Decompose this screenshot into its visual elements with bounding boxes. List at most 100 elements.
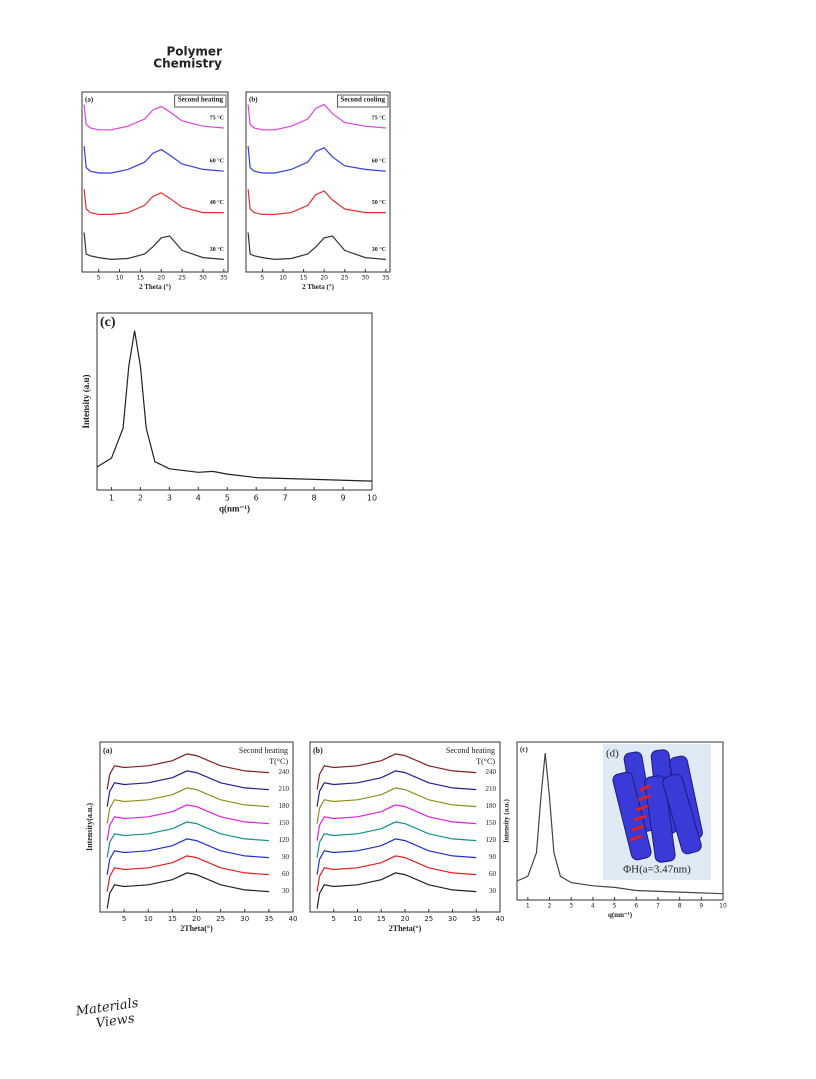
x-tick-label: 10	[353, 915, 362, 923]
x-tick-label: 5	[613, 903, 617, 910]
y-axis-label: Intensity (a.u)	[81, 374, 91, 428]
series-label: 30	[489, 887, 497, 895]
panel-label: (b)	[313, 746, 323, 755]
series-label: 150	[486, 819, 497, 827]
x-tick-label: 1	[109, 494, 114, 503]
x-tick-label: 30	[448, 915, 457, 923]
x-tick-label: 10	[367, 494, 377, 503]
series-label: 90	[282, 853, 290, 861]
series-label: 210	[279, 785, 290, 793]
inset-figure	[603, 744, 711, 880]
x-tick-label: 4	[591, 903, 595, 910]
legend-title: T(°C)	[476, 757, 495, 766]
series-label: 75 °C	[372, 114, 386, 121]
series-label: 60 °C	[210, 158, 224, 165]
x-tick-label: 10	[719, 903, 727, 910]
x-tick-label: 25	[216, 915, 225, 923]
inset-label: (d)	[606, 748, 619, 760]
panel-label: (a)	[103, 746, 113, 755]
x-tick-label: 30	[361, 275, 369, 282]
series-line	[316, 855, 477, 892]
panel-tag: Second heating	[178, 96, 224, 104]
x-tick-label: 5	[122, 915, 126, 923]
x-tick-label: 9	[341, 494, 346, 503]
series-line	[96, 330, 373, 482]
series-line	[106, 872, 269, 909]
x-tick-label: 5	[97, 275, 101, 282]
x-axis-label: 2Theta(°)	[389, 924, 422, 933]
series-label: 60	[489, 870, 497, 878]
series-line	[247, 189, 386, 215]
y-axis-label: Intensity (a.u.)	[503, 798, 511, 842]
tag-box	[337, 94, 389, 108]
x-tick-label: 30	[240, 915, 249, 923]
x-tick-label: 20	[192, 915, 201, 923]
x-tick-label: 2	[548, 903, 552, 910]
x-axis-label: q(nm⁻¹)	[608, 911, 633, 919]
series-label: 180	[486, 802, 497, 810]
y-axis-label: Intensity(a.u.)	[85, 803, 94, 851]
x-axis-label: 2 Theta (°)	[302, 283, 335, 291]
series-line	[106, 804, 269, 841]
series-line	[316, 838, 477, 875]
x-tick-label: 6	[254, 494, 259, 503]
x-tick-label: 10	[116, 275, 124, 282]
x-tick-label: 2	[138, 494, 143, 503]
series-line	[106, 855, 269, 892]
x-tick-label: 6	[634, 903, 638, 910]
series-label: 210	[486, 785, 497, 793]
series-label: 30 °C	[210, 246, 224, 253]
series-label: 240	[279, 768, 290, 776]
x-tick-label: 1	[526, 903, 530, 910]
panel-label: (c)	[520, 746, 528, 754]
x-tick-label: 10	[144, 915, 153, 923]
x-tick-label: 7	[283, 494, 288, 503]
series-label: 240	[486, 768, 497, 776]
x-tick-label: 40	[496, 915, 505, 923]
panel-label: (b)	[249, 96, 258, 104]
series-label: 75 °C	[210, 114, 224, 121]
plot-frame	[96, 312, 373, 491]
x-tick-label: 15	[137, 275, 145, 282]
journal-line: Chemistry	[153, 57, 222, 71]
x-tick-label: 4	[196, 494, 201, 503]
panel-label: (c)	[100, 315, 116, 330]
x-tick-label: 25	[178, 275, 186, 282]
x-tick-label: 30	[199, 275, 207, 282]
x-tick-label: 20	[401, 915, 410, 923]
series-line	[316, 753, 477, 790]
series-line	[247, 145, 386, 174]
plot-frame	[81, 91, 229, 273]
x-tick-label: 15	[168, 915, 177, 923]
series-label: 60	[282, 870, 290, 878]
x-tick-label: 40	[289, 915, 298, 923]
plot-frame	[516, 741, 724, 901]
plot-frame	[245, 91, 391, 273]
x-tick-label: 8	[312, 494, 317, 503]
series-line	[83, 232, 224, 261]
panel-tag: Second cooling	[340, 96, 385, 104]
x-tick-label: 10	[279, 275, 287, 282]
series-line	[83, 189, 224, 215]
x-axis-label: q(nm⁻¹)	[219, 504, 250, 514]
series-line	[247, 103, 386, 131]
x-tick-label: 5	[332, 915, 336, 923]
x-tick-label: 20	[157, 275, 165, 282]
panel-tag: Second heating	[239, 746, 288, 755]
side-chains	[629, 784, 651, 842]
series-label: 180	[279, 802, 290, 810]
publisher-line: Views	[95, 1011, 136, 1031]
panel-tag: Second heating	[446, 746, 495, 755]
series-label: 60 °C	[372, 158, 386, 165]
series-label: 120	[486, 836, 497, 844]
x-axis-label: 2Theta(°)	[180, 924, 213, 933]
x-tick-label: 9	[699, 903, 703, 910]
series-label: 30	[282, 887, 290, 895]
series-label: 150	[279, 819, 290, 827]
x-tick-label: 15	[300, 275, 308, 282]
series-line	[106, 787, 269, 824]
series-label: 40 °C	[210, 199, 224, 206]
series-line	[316, 821, 477, 858]
